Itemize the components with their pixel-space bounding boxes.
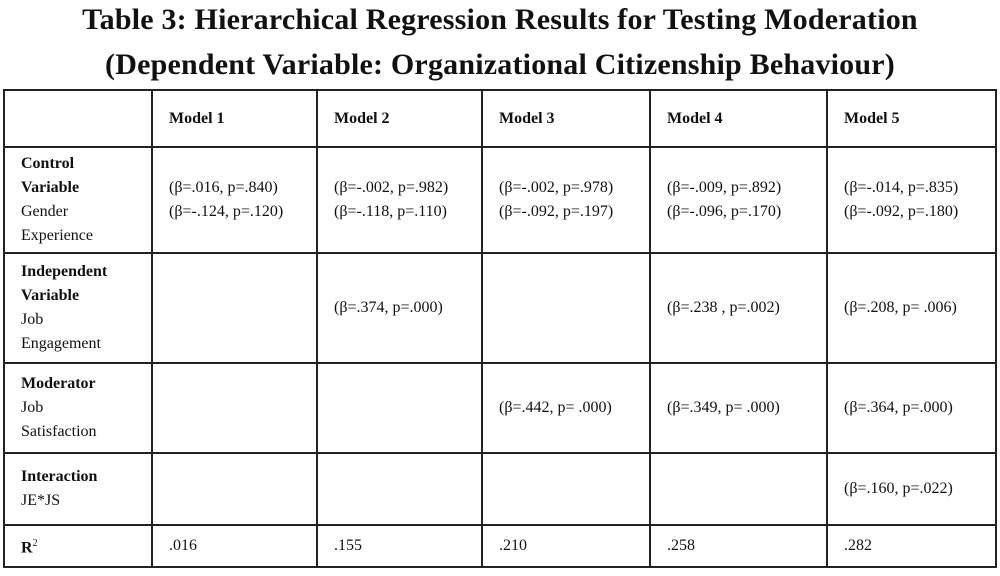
- cell-independent-model-1: [151, 252, 318, 364]
- row-label-bold: Variable: [21, 287, 80, 304]
- row-label-r-squared: R2: [3, 524, 153, 568]
- cell-value: (β=.016, p=.840): [169, 179, 278, 196]
- cell-value: (β=-.009, p=.892): [667, 179, 782, 196]
- row-label-bold: Independent: [21, 263, 108, 280]
- row-sublabel: Engagement: [21, 335, 101, 352]
- table-row-independent-variable: Independent Variable Job Engagement (β=.…: [3, 252, 997, 364]
- header-model-3: Model 3: [481, 89, 651, 148]
- r-superscript: 2: [32, 537, 38, 549]
- cell-value: (β=-.002, p=.982): [334, 179, 449, 196]
- row-label-bold: Variable: [21, 179, 80, 196]
- cell-value: (β=-.118, p=.110): [334, 203, 447, 220]
- row-label-interaction: Interaction JE*JS: [3, 452, 153, 526]
- table-row-control-variable: Control Variable Gender Experience (β=.0…: [3, 146, 997, 254]
- cell-value: (β=-.092, p=.180): [844, 203, 959, 220]
- row-label-moderator: Moderator Job Satisfaction: [3, 362, 153, 454]
- cell-independent-model-2: (β=.374, p=.000): [316, 252, 483, 364]
- table-title-line-2: (Dependent Variable: Organizational Citi…: [105, 48, 895, 81]
- cell-control-model-4: (β=-.009, p=.892) (β=-.096, p=.170): [649, 146, 828, 254]
- cell-value: (β=-.124, p=.120): [169, 203, 284, 220]
- header-model-1: Model 1: [151, 89, 318, 148]
- cell-value: (β=-.014, p=.835): [844, 179, 959, 196]
- cell-r2-model-1: .016: [151, 524, 318, 568]
- cell-independent-model-3: [481, 252, 651, 364]
- cell-r2-model-5: .282: [826, 524, 997, 568]
- cell-interaction-model-3: [481, 452, 651, 526]
- cell-interaction-model-4: [649, 452, 828, 526]
- row-sublabel: Job: [21, 311, 44, 328]
- row-label-bold: Moderator: [21, 375, 96, 392]
- cell-value: (β=-.002, p=.978): [499, 179, 614, 196]
- row-sublabel: JE*JS: [21, 492, 61, 509]
- row-sublabel: Satisfaction: [21, 423, 97, 440]
- header-model-4: Model 4: [649, 89, 828, 148]
- cell-r2-model-2: .155: [316, 524, 483, 568]
- header-cell-blank: [3, 89, 153, 148]
- cell-value: (β=-.092, p=.197): [499, 203, 614, 220]
- cell-moderator-model-2: [316, 362, 483, 454]
- cell-moderator-model-5: (β=.364, p=.000): [826, 362, 997, 454]
- cell-independent-model-4: (β=.238 , p=.002): [649, 252, 828, 364]
- cell-moderator-model-4: (β=.349, p= .000): [649, 362, 828, 454]
- table-title-line-1: Table 3: Hierarchical Regression Results…: [82, 3, 918, 36]
- row-label-independent-variable: Independent Variable Job Engagement: [3, 252, 153, 364]
- cell-independent-model-5: (β=.208, p= .006): [826, 252, 997, 364]
- cell-control-model-3: (β=-.002, p=.978) (β=-.092, p=.197): [481, 146, 651, 254]
- table-row-r-squared: R2 .016 .155 .210 .258 .282: [3, 524, 997, 568]
- table-row-moderator: Moderator Job Satisfaction (β=.442, p= .…: [3, 362, 997, 454]
- cell-moderator-model-1: [151, 362, 318, 454]
- table-row-interaction: Interaction JE*JS (β=.160, p=.022): [3, 452, 997, 526]
- header-model-5: Model 5: [826, 89, 997, 148]
- cell-control-model-1: (β=.016, p=.840) (β=-.124, p=.120): [151, 146, 318, 254]
- cell-interaction-model-2: [316, 452, 483, 526]
- cell-value: (β=-.096, p=.170): [667, 203, 782, 220]
- cell-control-model-5: (β=-.014, p=.835) (β=-.092, p=.180): [826, 146, 997, 254]
- header-model-2: Model 2: [316, 89, 483, 148]
- cell-r2-model-3: .210: [481, 524, 651, 568]
- row-label-bold: Interaction: [21, 468, 98, 485]
- header-row: Model 1 Model 2 Model 3 Model 4 Model 5: [3, 89, 997, 148]
- cell-interaction-model-1: [151, 452, 318, 526]
- row-sublabel: Job: [21, 399, 44, 416]
- r-label: R: [21, 539, 33, 557]
- cell-r2-model-4: .258: [649, 524, 828, 568]
- cell-control-model-2: (β=-.002, p=.982) (β=-.118, p=.110): [316, 146, 483, 254]
- row-sublabel: Experience: [21, 227, 93, 244]
- cell-moderator-model-3: (β=.442, p= .000): [481, 362, 651, 454]
- row-label-control-variable: Control Variable Gender Experience: [3, 146, 153, 254]
- cell-interaction-model-5: (β=.160, p=.022): [826, 452, 997, 526]
- row-label-bold: Control: [21, 155, 75, 172]
- row-sublabel: Gender: [21, 203, 69, 220]
- regression-table: Model 1 Model 2 Model 3 Model 4 Model 5 …: [3, 89, 997, 568]
